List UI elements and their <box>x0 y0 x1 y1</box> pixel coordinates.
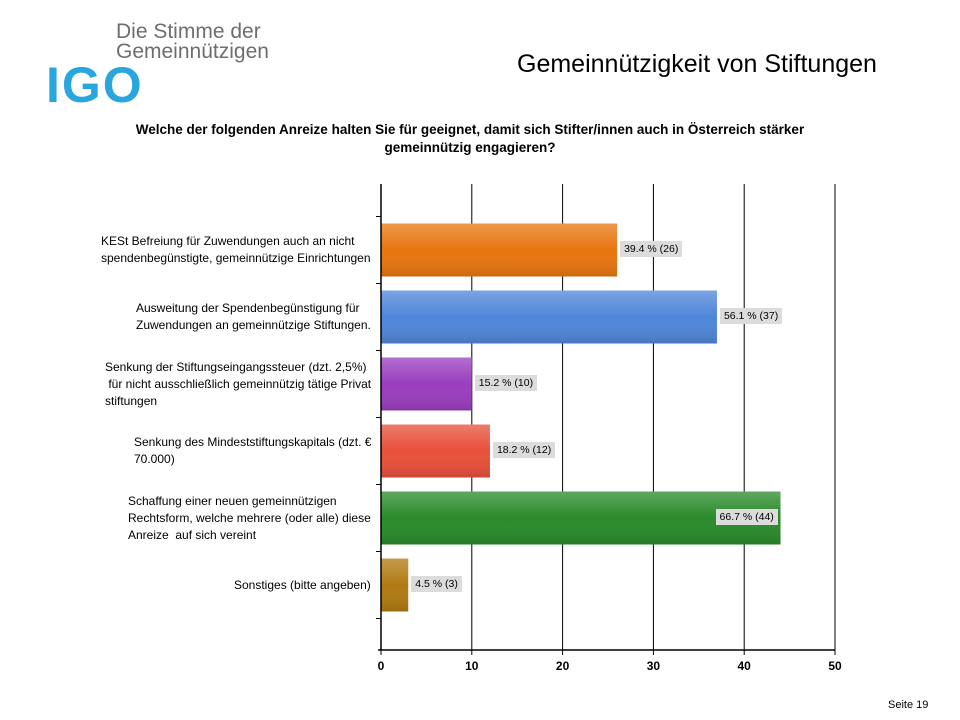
bar-value-label: 66.7 % (44) <box>715 509 778 525</box>
category-label-line: für nicht ausschließlich gemeinnützig tä… <box>105 376 372 391</box>
category-label-line: Rechtsform, welche mehrere (oder alle) d… <box>128 510 371 525</box>
category-label: Ausweitung der Spendenbegünstigung für Zu… <box>136 300 371 334</box>
page-number: Seite 19 <box>888 699 929 711</box>
bar-shading <box>381 491 781 545</box>
x-tick-label: 50 <box>828 659 842 673</box>
bar-shading <box>381 290 717 344</box>
bar-shading <box>381 357 472 411</box>
category-label-line: Anreize auf sich vereint <box>128 527 257 542</box>
x-tick-label: 40 <box>737 659 751 673</box>
survey-question: Welche der folgenden Anreize halten Sie … <box>135 122 805 155</box>
category-label: Senkung der Stiftungseingangssteuer (dzt… <box>105 359 371 410</box>
category-label-line: Zuwendungen an gemeinnützige Stiftungen. <box>136 318 371 332</box>
bar-value-label: 56.1 % (37) <box>719 308 783 324</box>
category-label: Schaffung einer neuen gemeinnützigen Rech… <box>128 493 371 544</box>
category-label: Senkung des Mindeststiftungskapitals (dz… <box>134 434 371 468</box>
chart-axes <box>376 184 836 655</box>
category-label: Sonstiges (bitte angeben) <box>234 577 371 594</box>
slide-title: Gemeinnützigkeit von Stiftungen <box>517 50 877 78</box>
category-label-line: KESt Befreiung für Zuwendungen auch an n… <box>101 234 355 248</box>
category-label-line: Sonstiges (bitte angeben) <box>234 577 371 592</box>
bar-value-label: 4.5 % (3) <box>411 576 462 592</box>
bar-shading <box>381 558 409 612</box>
bar-shading <box>381 223 618 277</box>
x-tick-label: 10 <box>465 659 479 673</box>
bar-value-label: 15.2 % (10) <box>474 375 538 391</box>
bar-value-label: 18.2 % (12) <box>492 442 556 458</box>
category-label-line: stiftungen <box>105 393 158 408</box>
bar-shading <box>381 424 490 478</box>
category-label-line: spendenbegünstigte, gemeinnützige Einric… <box>101 251 371 265</box>
chart-bars <box>381 223 781 612</box>
logo-tagline-line1: Die Stimme der <box>116 22 261 43</box>
logo-mark: IGO <box>46 57 144 112</box>
x-tick-label: 30 <box>646 659 661 673</box>
category-label-line: Schaffung einer neuen gemeinnützigen <box>128 493 337 508</box>
x-tick-label: 0 <box>377 659 385 673</box>
igo-logo: Die Stimme der Gemeinnützigen IGO <box>46 22 269 112</box>
category-label-line: Ausweitung der Spendenbegünstigung für <box>136 301 360 315</box>
category-label-line: 70.000) <box>134 452 175 466</box>
category-label: KESt Befreiung für Zuwendungen auch an n… <box>101 233 371 267</box>
logo-tagline-line2: Gemeinnützigen <box>116 40 269 63</box>
bar-value-label: 39.4 % (26) <box>620 241 683 257</box>
category-label-line: Senkung der Stiftungseingangssteuer (dzt… <box>105 359 367 374</box>
category-label-line: Senkung des Mindeststiftungskapitals (dz… <box>134 435 372 449</box>
x-tick-label: 20 <box>555 659 570 673</box>
